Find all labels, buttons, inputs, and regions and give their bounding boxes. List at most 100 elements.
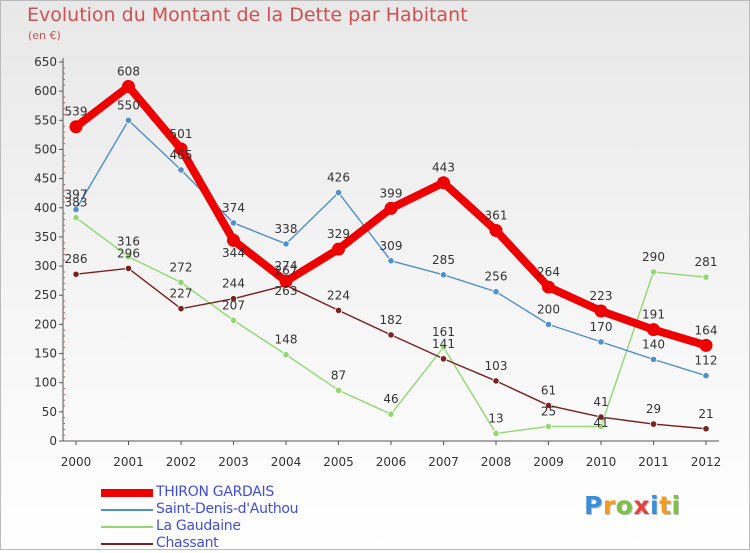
data-point <box>69 120 83 134</box>
y-tick-label: 300 <box>34 259 57 273</box>
chart-title: Evolution du Montant de la Dette par Hab… <box>27 4 468 26</box>
data-point <box>72 214 80 222</box>
data-point <box>72 270 80 278</box>
x-tick-label: 2008 <box>481 455 512 469</box>
x-tick-label: 2007 <box>428 455 459 469</box>
data-label: 501 <box>170 127 193 141</box>
data-point <box>174 142 188 156</box>
x-tick-label: 2003 <box>218 455 249 469</box>
data-label: 191 <box>642 308 665 322</box>
data-point <box>702 273 710 281</box>
data-point <box>122 79 135 93</box>
data-label: 374 <box>222 201 245 215</box>
data-point <box>544 422 553 431</box>
data-point <box>542 280 555 294</box>
y-tick-label: 150 <box>34 347 57 361</box>
data-label: 256 <box>485 270 508 284</box>
y-tick-label: 350 <box>34 230 57 244</box>
data-label: 224 <box>327 288 350 302</box>
legend-swatch <box>101 526 153 528</box>
data-point <box>649 420 658 428</box>
data-label: 329 <box>327 227 350 241</box>
data-label: 29 <box>646 402 661 416</box>
data-label-overlap: 41 <box>593 416 608 430</box>
series-line-0 <box>72 82 710 350</box>
data-label: 207 <box>222 298 245 312</box>
data-label: 274 <box>275 259 298 273</box>
data-label: 13 <box>488 411 503 425</box>
legend-swatch <box>101 509 153 511</box>
data-label: 164 <box>695 323 718 337</box>
data-point <box>72 205 80 214</box>
data-label: 46 <box>383 392 398 406</box>
y-tick-label: 550 <box>34 113 57 127</box>
y-tick-label: 200 <box>34 317 57 331</box>
y-tick-label: 650 <box>34 55 57 69</box>
data-point <box>699 338 713 352</box>
data-point <box>177 166 185 174</box>
data-point <box>492 429 500 438</box>
data-label: 141 <box>432 337 455 351</box>
data-point <box>334 306 343 314</box>
data-label: 200 <box>537 302 560 316</box>
x-tick-label: 2002 <box>166 455 197 469</box>
data-label: 103 <box>485 359 508 373</box>
data-label: 112 <box>695 354 718 368</box>
data-label: 290 <box>642 250 665 264</box>
legend-label: Saint-Denis-d'Authou <box>156 501 299 517</box>
x-tick-label: 2001 <box>113 455 144 469</box>
data-point <box>439 355 448 363</box>
data-label: 361 <box>485 209 508 223</box>
data-point <box>279 274 293 288</box>
legend-label: Chassant <box>156 535 219 551</box>
data-point <box>489 224 503 238</box>
chart-unit: (en €) <box>28 29 61 42</box>
data-label: 550 <box>117 98 140 112</box>
data-point <box>124 264 133 273</box>
data-point <box>649 355 658 363</box>
data-label: 182 <box>380 313 403 327</box>
x-tick-label: 2006 <box>376 455 407 469</box>
data-label: 608 <box>117 64 140 78</box>
data-label: 281 <box>695 255 718 269</box>
data-point <box>597 422 605 431</box>
data-point <box>597 413 605 421</box>
data-point <box>387 331 395 339</box>
legend-label: THIRON GARDAIS <box>156 484 274 500</box>
data-label: 426 <box>327 171 350 185</box>
data-label: 539 <box>65 105 88 119</box>
data-point <box>649 268 658 276</box>
data-label: 316 <box>117 235 140 249</box>
data-label: 397 <box>65 188 88 202</box>
data-label: 286 <box>65 252 88 266</box>
x-tick-label: 2000 <box>61 455 92 469</box>
y-tick-label: 600 <box>34 84 57 98</box>
data-label: 41 <box>593 395 608 409</box>
data-label: 244 <box>222 277 245 291</box>
data-point <box>227 233 240 247</box>
data-point <box>544 401 553 410</box>
data-label: 161 <box>432 325 455 339</box>
data-label: 148 <box>275 333 298 347</box>
data-label: 170 <box>590 320 613 334</box>
data-point <box>282 351 290 359</box>
data-point <box>492 377 500 385</box>
data-point <box>334 189 343 197</box>
data-point <box>229 295 238 303</box>
data-point <box>702 425 710 433</box>
data-point <box>387 410 395 418</box>
data-label: 399 <box>380 186 403 200</box>
data-point <box>439 343 448 351</box>
data-label: 21 <box>698 407 713 421</box>
data-label: 87 <box>331 368 346 382</box>
data-label: 227 <box>170 287 193 301</box>
y-tick-label: 250 <box>34 288 57 302</box>
data-label: 25 <box>541 404 556 418</box>
data-label: 465 <box>170 148 193 162</box>
legend-swatch <box>101 489 153 497</box>
data-label: 285 <box>432 253 455 267</box>
data-point <box>702 372 710 380</box>
data-point <box>594 304 608 318</box>
